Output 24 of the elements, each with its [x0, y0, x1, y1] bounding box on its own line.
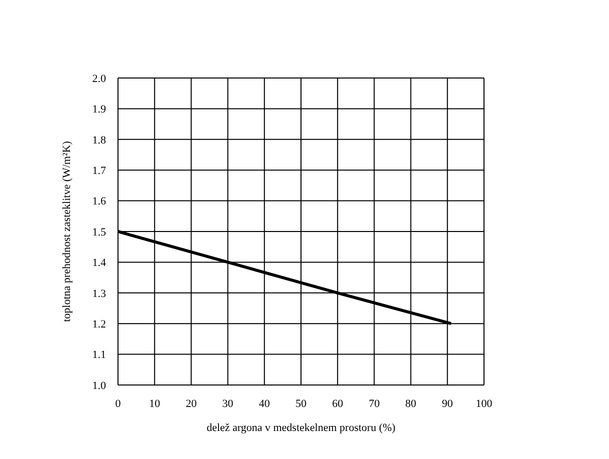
- x-tick-label: 80: [405, 398, 417, 410]
- x-tick-label: 0: [115, 398, 122, 410]
- y-tick-label: 1.4: [92, 257, 106, 270]
- y-tick-label: 1.1: [92, 349, 106, 362]
- y-tick-label: 1.5: [92, 226, 106, 238]
- x-tick-label: 70: [368, 398, 380, 410]
- x-tick-label: 50: [296, 398, 307, 410]
- x-tick-label: 10: [149, 398, 161, 410]
- y-tick-label: 2.0: [92, 72, 106, 85]
- y-tick-label: 1.3: [92, 288, 106, 300]
- y-tick-label: 1.0: [92, 380, 106, 392]
- x-axis-title: delež argona v medstekelnem prostoru (%): [206, 422, 396, 434]
- y-tick-label: 1.6: [92, 196, 106, 208]
- x-tick-label: 100: [476, 398, 493, 410]
- x-tick-label: 30: [222, 398, 234, 410]
- y-axis-title: toplotna prehodnost zasteklitve (W/m²K): [60, 140, 73, 322]
- y-tick-label: 1.2: [92, 318, 106, 331]
- y-tick-label: 1.7: [92, 165, 106, 178]
- x-tick-label: 90: [442, 398, 454, 410]
- x-tick-label: 60: [332, 398, 344, 410]
- x-tick-label: 20: [186, 398, 198, 410]
- x-tick-label: 40: [258, 398, 270, 410]
- y-tick-label: 1.9: [92, 104, 106, 116]
- y-tick-label: 1.8: [92, 134, 106, 146]
